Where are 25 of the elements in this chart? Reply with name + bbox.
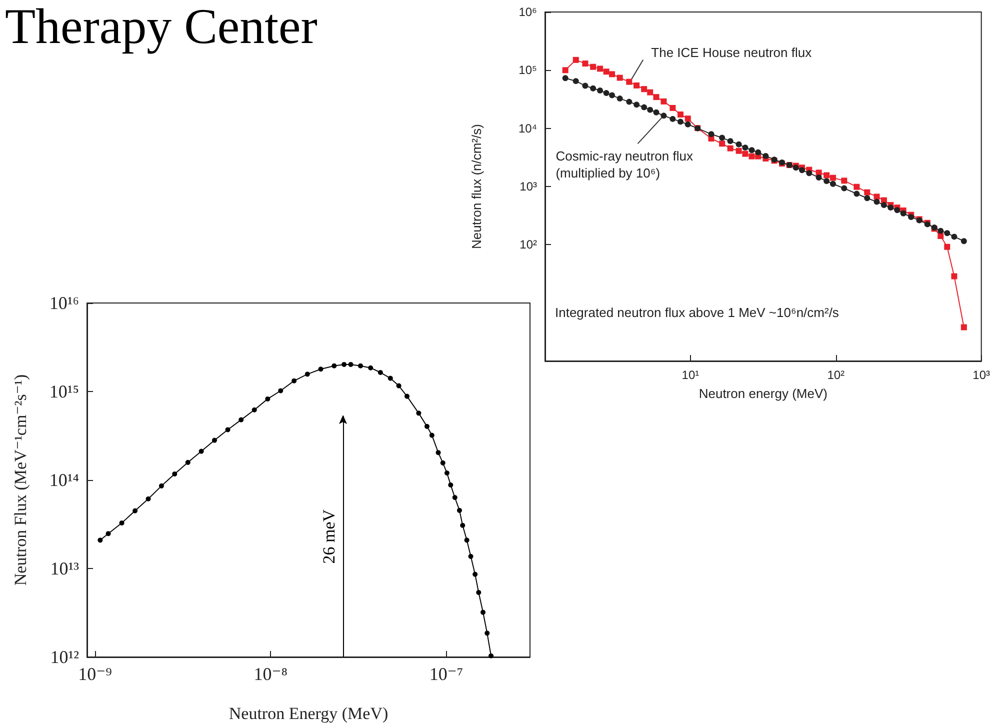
- y-tick-label: 10⁴: [518, 121, 537, 136]
- x-tick-label: 10⁻⁸: [254, 664, 288, 684]
- x-tick-label: 10⁻⁷: [429, 664, 464, 684]
- series-label: Cosmic-ray neutron flux (multiplied by 10⁶): [556, 148, 694, 181]
- y-tick-label: 10¹⁴: [49, 470, 79, 490]
- y-axis-title: Neutron Flux (MeV⁻¹cm⁻²s⁻¹): [11, 374, 30, 586]
- y-tick-label: 10⁶: [518, 5, 538, 19]
- y-tick-label: 10³: [520, 180, 538, 194]
- x-axis-title: Neutron Energy (MeV): [228, 704, 388, 723]
- y-tick-label: 10¹⁵: [49, 382, 79, 402]
- y-tick-label: 10⁵: [518, 63, 538, 78]
- x-tick-label: 10¹: [682, 368, 700, 382]
- y-axis-title: Neutron flux (n/cm²/s): [469, 124, 484, 249]
- y-tick-label: 10¹³: [50, 558, 80, 578]
- x-tick-label: 10⁻⁹: [78, 664, 112, 684]
- ref-line-label: 26 meV: [319, 508, 338, 564]
- series-label: The ICE House neutron flux: [651, 44, 812, 60]
- y-tick-label: 10¹²: [50, 647, 79, 667]
- x-axis-title: Neutron energy (MeV): [698, 386, 828, 401]
- y-tick-label: 10¹⁶: [49, 293, 79, 313]
- y-tick-label: 10²: [520, 238, 538, 252]
- chart-title: Therapy Center: [5, 0, 318, 54]
- annotation: Integrated neutron flux above 1 MeV ~10⁶n/cm²/s: [555, 305, 840, 320]
- x-tick-label: 10³: [972, 368, 990, 382]
- x-tick-label: 10²: [827, 368, 845, 382]
